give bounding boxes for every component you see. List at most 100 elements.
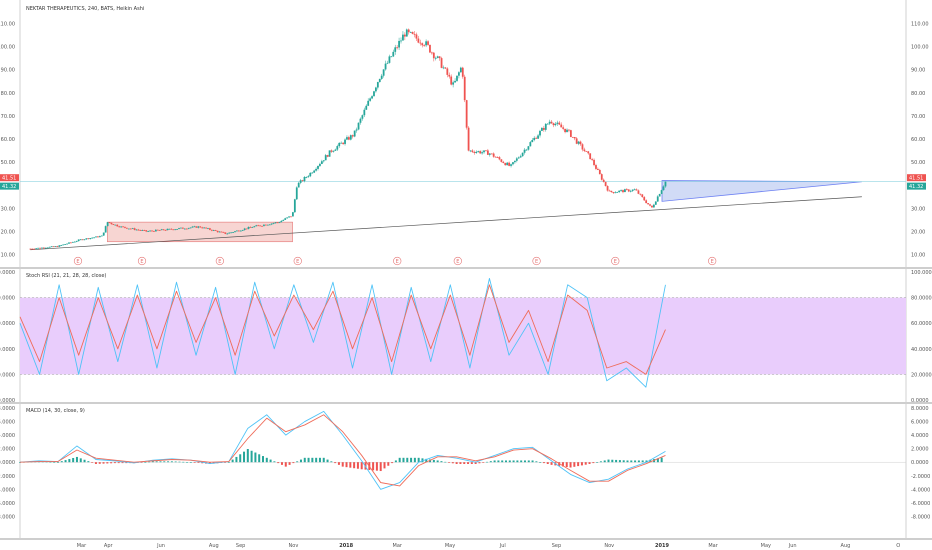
candle-body (288, 216, 290, 218)
candle-body (591, 159, 594, 160)
candle-body (662, 186, 665, 191)
candle-body (351, 135, 354, 137)
candle-body (153, 230, 155, 232)
candle-body (272, 223, 275, 224)
last-price-label-left: 41.32 (2, 184, 16, 190)
candle-body (81, 239, 84, 241)
candle-body (166, 228, 169, 231)
macd-histogram-bar (19, 462, 21, 463)
candle-body (647, 203, 649, 205)
macd-histogram-bar (56, 462, 59, 463)
macd-histogram-bar (330, 461, 333, 463)
macd-histogram-bar (288, 462, 291, 465)
macd-histogram-bar (239, 454, 242, 463)
macd-histogram-bar (539, 462, 542, 463)
macd-axis-tick-left: -4.0000 (0, 487, 15, 493)
candle-body (612, 192, 615, 193)
macd-histogram-bar (318, 457, 321, 463)
candle-body (197, 226, 200, 228)
macd-histogram-bar (618, 460, 621, 463)
candle-body (33, 248, 36, 250)
macd-histogram-bar (349, 462, 352, 468)
candle-body (490, 153, 493, 155)
macd-histogram-bar (402, 457, 405, 463)
candle-body (380, 75, 383, 79)
macd-axis-tick-left: 6.0000 (0, 420, 15, 426)
candle-body (593, 159, 595, 166)
time-axis-tick: Jun (788, 543, 797, 549)
candle-body (430, 52, 433, 54)
macd-histogram-bar (102, 462, 105, 464)
candle-body (137, 229, 140, 231)
price-axis-tick-left: 110.00 (0, 22, 15, 28)
candle-body (506, 162, 509, 166)
macd-axis-tick-right: 2.0000 (911, 447, 929, 453)
macd-histogram-bar (151, 461, 154, 463)
time-axis-tick: Aug (209, 543, 219, 549)
candle-body (44, 247, 47, 249)
candle-body (95, 236, 97, 238)
candle-body (579, 141, 582, 145)
candle-body (664, 181, 667, 187)
macd-histogram-bar (550, 462, 553, 465)
candle-body (463, 76, 466, 101)
candle-body (317, 165, 319, 169)
price-axis-tick-left: 90.00 (1, 68, 15, 74)
candle-body (79, 239, 82, 241)
macd-series-line (19, 410, 666, 490)
macd-histogram-bar (144, 462, 147, 463)
macd-histogram-bar (596, 462, 599, 463)
candle-body (469, 150, 472, 152)
macd-axis-tick-left: 8.0000 (0, 406, 15, 412)
candle-body (344, 139, 346, 144)
candle-body (604, 181, 607, 186)
candle-body (560, 124, 563, 128)
macd-histogram-bar (148, 461, 151, 463)
candle-body (513, 160, 516, 163)
candle-body (452, 82, 455, 85)
time-axis: Mar Apr Jun Aug Sep Nov 2018 Mar May Jul Sep Nov 201… (77, 543, 901, 549)
candle-body (442, 67, 445, 69)
candle-body (236, 230, 238, 232)
candle-body (205, 227, 207, 229)
macd-histogram-bar (140, 462, 143, 463)
candle-body (320, 161, 323, 164)
candle-body (87, 238, 90, 240)
earnings-marker (611, 256, 620, 266)
candle-body (50, 246, 53, 248)
macd-histogram-bar (224, 462, 227, 463)
time-axis-tick: Nov (604, 543, 614, 549)
candle-body (363, 109, 366, 116)
price-axis-tick-right: 20.00 (911, 229, 925, 235)
candle-body (328, 150, 331, 157)
candle-body (400, 40, 402, 42)
earnings-marker-label: E (218, 259, 221, 265)
macd-series-line (19, 414, 666, 487)
macd-histogram-bar (186, 462, 189, 463)
candle-body (427, 41, 429, 45)
macd-axis-tick-right: 4.0000 (911, 433, 929, 439)
macd-histogram-bar (603, 460, 606, 463)
candle-body (562, 127, 565, 129)
candle-body (502, 161, 505, 164)
candle-body (376, 82, 379, 88)
macd-histogram-bar (379, 462, 382, 472)
time-axis-tick: Apr (104, 543, 114, 549)
candle-body (581, 144, 584, 150)
macd-histogram-bar (516, 460, 519, 463)
price-axis-tick-left: 100.00 (0, 45, 15, 51)
macd-histogram-bar (387, 462, 390, 466)
candle-body (535, 137, 538, 139)
price-axis-tick-left: 30.00 (1, 206, 15, 212)
candle-body (425, 41, 428, 46)
price-axis-tick-right: 50.00 (911, 160, 925, 166)
stoch-axis-tick-right: 100.0000 (911, 270, 932, 276)
candle-body (498, 157, 501, 160)
earnings-marker (73, 256, 83, 266)
candle-body (635, 189, 638, 191)
candle-body (510, 164, 512, 166)
macd-histogram-bar (360, 462, 363, 470)
candle-body (311, 172, 314, 174)
candle-body (485, 150, 487, 152)
last-price-badge-right (907, 182, 926, 190)
